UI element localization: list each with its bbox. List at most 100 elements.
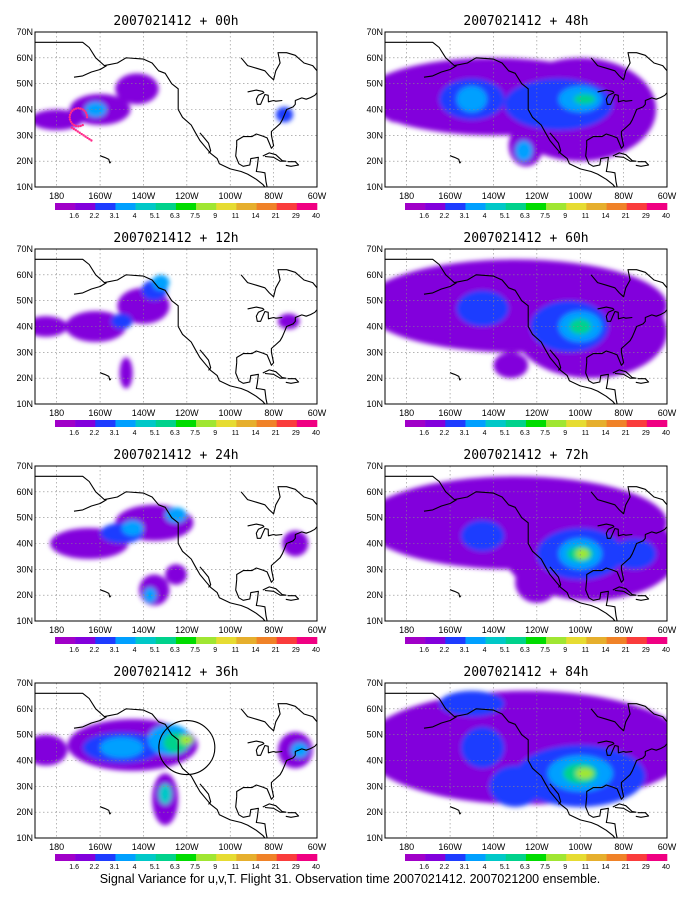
coastline	[235, 796, 268, 838]
colorbar-swatch	[216, 203, 237, 210]
colorbar-swatch	[236, 420, 257, 427]
colorbar-label: 40	[662, 864, 670, 871]
lon-tick-label: 120W	[175, 191, 199, 201]
coastline	[423, 65, 457, 78]
colorbar-label: 29	[642, 864, 650, 871]
colorbar-swatch	[646, 637, 668, 644]
colorbar-label: 11	[582, 430, 589, 437]
colorbar-label: 1.6	[69, 864, 79, 871]
colorbar-swatch	[55, 420, 76, 427]
track-point	[69, 120, 73, 123]
colorbar-label: 9	[213, 864, 217, 871]
colorbar-swatch	[525, 420, 547, 427]
colorbar-swatch	[276, 203, 298, 210]
colorbar-swatch	[296, 637, 318, 644]
colorbar-swatch	[525, 854, 547, 861]
colorbar-label: 1.6	[69, 647, 79, 654]
grid-lines	[385, 466, 667, 621]
lon-tick-label: 100W	[218, 625, 242, 635]
lon-tick-label: 140W	[482, 625, 506, 635]
lon-tick-label: 140W	[482, 408, 506, 418]
track-point	[72, 123, 76, 127]
colorbar-label: 7.5	[190, 864, 200, 871]
lon-tick-label: 80W	[264, 408, 283, 418]
track-point	[71, 122, 74, 125]
variance-shading	[35, 274, 300, 389]
colorbar-label: 3.1	[110, 864, 120, 871]
lat-tick-label: 30N	[366, 130, 383, 140]
coastline	[585, 579, 618, 621]
map-frame	[34, 31, 318, 188]
lon-tick-label: 60W	[308, 191, 327, 201]
coastline	[199, 566, 212, 588]
lat-tick-label: 20N	[16, 590, 33, 600]
colorbar-label: 29	[292, 430, 300, 437]
colorbar-swatch	[465, 637, 486, 644]
colorbar-label: 7.5	[540, 647, 550, 654]
lon-tick-label: 60W	[658, 625, 677, 635]
colorbar-swatch	[566, 420, 587, 427]
lat-tick-label: 40N	[16, 322, 33, 332]
lat-tick-label: 30N	[16, 130, 33, 140]
colorbar-swatch	[95, 854, 116, 861]
lat-tick-label: 60N	[366, 487, 383, 497]
variance-shading	[35, 719, 313, 826]
colorbar-label: 1.6	[419, 647, 429, 654]
coastline	[585, 362, 618, 404]
map-frame	[384, 465, 668, 622]
lon-tick-label: 100W	[568, 408, 592, 418]
map-panel: 2007021412 + 60h 70N 60N 50N 40N 30N 20N 10N 180…	[366, 231, 676, 437]
track-point	[68, 116, 71, 119]
coastline	[590, 486, 667, 515]
coastline	[247, 523, 283, 539]
colorbar-swatch	[276, 637, 298, 644]
map-panel: 2007021412 + 84h 70N 60N 50N 40N 30N 20N 10N 180…	[366, 665, 676, 871]
colorbar-swatch	[405, 420, 426, 427]
lon-tick-label: 120W	[525, 408, 549, 418]
colorbar-label: 14	[252, 430, 260, 437]
lat-tick-label: 10N	[16, 616, 33, 626]
colorbar-swatch	[155, 854, 177, 861]
lat-tick-label: 30N	[16, 347, 33, 357]
lat-tick-label: 20N	[366, 156, 383, 166]
colorbar-swatch	[586, 420, 607, 427]
colorbar-swatch	[445, 203, 466, 210]
colorbar-swatch	[115, 420, 136, 427]
coastline	[240, 703, 317, 732]
coastline	[423, 282, 457, 295]
figure-caption: Signal Variance for u,v,T. Flight 31. Ob…	[99, 872, 601, 886]
coastline	[635, 595, 650, 601]
colorbar-label: 29	[642, 647, 650, 654]
coastline	[285, 161, 300, 167]
lat-tick-label: 40N	[366, 105, 383, 115]
coastline	[549, 783, 562, 805]
lon-tick-label: 100W	[568, 842, 592, 852]
colorbar-label: 6.3	[520, 430, 530, 437]
colorbar-label: 9	[563, 430, 567, 437]
track-point	[78, 131, 81, 134]
colorbar-label: 21	[272, 213, 280, 220]
variance-blob	[165, 507, 187, 523]
colorbar-label: 3.1	[110, 430, 120, 437]
variance-shading	[50, 504, 309, 606]
colorbar-swatch	[296, 420, 318, 427]
coastline	[423, 499, 457, 512]
coastlines	[35, 41, 317, 187]
colorbar-label: 9	[563, 864, 567, 871]
colorbar-label: 11	[232, 864, 239, 871]
colorbar-label: 1.6	[69, 213, 79, 220]
lat-tick-label: 30N	[16, 781, 33, 791]
lat-tick-label: 60N	[16, 487, 33, 497]
colorbar-swatch	[135, 420, 157, 427]
lat-tick-label: 30N	[366, 564, 383, 574]
grid-lines	[35, 683, 317, 838]
colorbar-swatch	[546, 854, 567, 861]
colorbar-swatch	[95, 420, 116, 427]
coastline	[262, 369, 287, 379]
grid-lines	[35, 466, 317, 621]
coastlines	[35, 258, 317, 404]
track-point	[72, 127, 76, 131]
colorbar-swatch	[95, 203, 116, 210]
colorbar-label: 40	[662, 647, 670, 654]
coastline	[449, 806, 462, 815]
